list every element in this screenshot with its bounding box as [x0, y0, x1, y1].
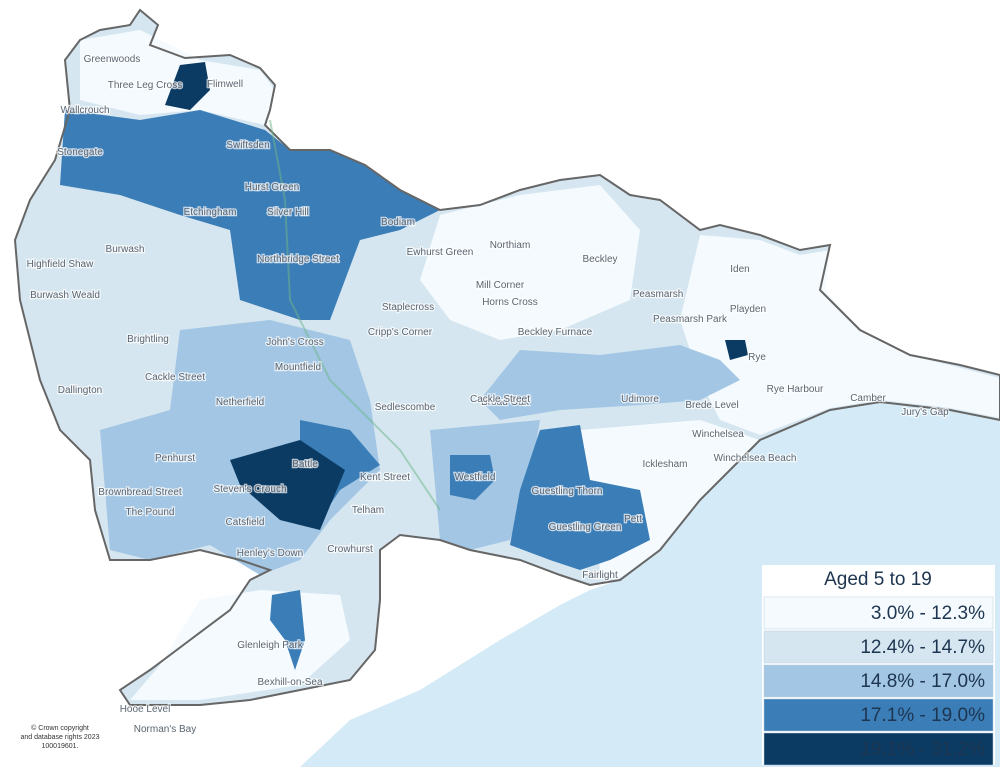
- area-top: [725, 340, 748, 360]
- copyright-line: and database rights 2023: [20, 734, 99, 741]
- place-label: Sedlescombe: [375, 402, 436, 413]
- place-label: Three Leg Cross: [108, 80, 182, 91]
- place-labels: Greenwoods Three Leg Cross Flimwell Wallcro…: [25, 53, 950, 737]
- legend-label: 19.1% - 31.2%: [860, 739, 985, 760]
- place-label: Crowhurst: [327, 544, 373, 555]
- place-label: Silver Hill: [267, 207, 309, 218]
- place-label: Fairlight: [582, 570, 618, 581]
- place-label: Dallington: [58, 385, 102, 396]
- legend-swatch: [763, 664, 994, 698]
- place-label: Rye Harbour: [767, 384, 824, 395]
- place-label: Beckley: [582, 254, 617, 265]
- legend: Aged 5 to 19 3.0% - 12.3% 12.4% - 14.7% 14…: [762, 565, 995, 766]
- area-high: [270, 590, 305, 670]
- copyright: © Crown copyright and database rights 20…: [20, 724, 99, 750]
- place-label: Norman's Bay: [134, 724, 197, 735]
- place-label: Wallcrouch: [60, 105, 109, 116]
- place-label: Battle: [292, 459, 318, 470]
- place-label: Burwash Weald: [30, 290, 100, 301]
- place-label: Icklesham: [642, 459, 687, 470]
- place-label: Steven's Crouch: [213, 484, 286, 495]
- place-label: Brownbread Street: [98, 487, 182, 498]
- legend-label: 12.4% - 14.7%: [860, 637, 985, 658]
- place-label: Winchelsea Beach: [714, 453, 797, 464]
- area-low: [680, 235, 1000, 435]
- place-label: Glenleigh Park: [237, 640, 304, 651]
- place-label: Mountfield: [275, 362, 321, 373]
- area-low: [420, 185, 640, 340]
- copyright-line: © Crown copyright: [31, 724, 89, 732]
- place-label: Rye: [748, 352, 766, 363]
- place-label: Staplecross: [382, 302, 434, 313]
- place-label: John's Cross: [266, 337, 324, 348]
- legend-swatch: [763, 596, 994, 630]
- legend-title: Aged 5 to 19: [824, 569, 932, 590]
- place-label: Cackle Street: [470, 394, 530, 405]
- place-label: Peasmarsh Park: [653, 314, 728, 325]
- place-label: Winchelsea: [692, 429, 744, 440]
- place-label: Greenwoods: [84, 54, 141, 65]
- place-label: Swiftsden: [226, 140, 269, 151]
- district-outline: [13, 8, 1000, 706]
- place-label: Guestling Green: [549, 522, 622, 533]
- place-label: Mill Corner: [476, 280, 525, 291]
- area-high: [60, 110, 440, 320]
- place-label: Cripp's Corner: [368, 327, 433, 338]
- place-label: Pett: [624, 514, 642, 525]
- place-label: Cackle Street: [145, 372, 205, 383]
- place-label: Stonegate: [57, 147, 103, 158]
- place-label: Catsfield: [226, 517, 265, 528]
- copyright-line: 100019601.: [42, 743, 79, 750]
- place-label: Burwash: [106, 244, 145, 255]
- place-label: Highfield Shaw: [27, 259, 94, 270]
- place-label: Peasmarsh: [633, 289, 684, 300]
- legend-swatch: [763, 732, 994, 766]
- area-high: [450, 455, 495, 500]
- place-label: Telham: [352, 505, 384, 516]
- place-label: Brede Level: [685, 400, 738, 411]
- road: [269, 119, 441, 511]
- place-label: Playden: [730, 304, 766, 315]
- place-label: Broad Oak: [481, 397, 530, 408]
- place-label: Horns Cross: [482, 297, 538, 308]
- place-label: The Pound: [126, 507, 175, 518]
- legend-swatch: [763, 698, 994, 732]
- place-label: Ewhurst Green: [407, 247, 474, 258]
- place-label: Jury's Gap: [901, 407, 949, 418]
- area-top: [230, 440, 345, 530]
- place-label: Bexhill-on-Sea: [257, 677, 322, 688]
- place-label: Camber: [850, 393, 886, 404]
- place-label: Udimore: [621, 394, 659, 405]
- place-label: Kent Street: [360, 472, 410, 483]
- place-label: Northiam: [490, 240, 531, 251]
- place-label: Flimwell: [207, 79, 243, 90]
- place-label: Henley's Down: [237, 548, 303, 559]
- place-label: Hooe Level: [120, 704, 171, 715]
- place-label: Penhurst: [155, 453, 195, 464]
- legend-swatch: [763, 630, 994, 664]
- place-label: Netherfield: [216, 397, 264, 408]
- place-label: Guestling Thorn: [532, 486, 603, 497]
- area-mid: [480, 345, 740, 420]
- place-label: Beckley Furnace: [518, 327, 593, 338]
- place-label: Westfield: [455, 472, 496, 483]
- place-label: Bodiam: [381, 217, 415, 228]
- place-label: Iden: [730, 264, 749, 275]
- area-high: [510, 425, 650, 570]
- area-top: [165, 62, 210, 110]
- place-label: Hurst Green: [245, 182, 299, 193]
- legend-label: 14.8% - 17.0%: [860, 671, 985, 692]
- place-label: Brightling: [127, 334, 169, 345]
- place-label: Etchingham: [184, 207, 237, 218]
- place-label: Northbridge Street: [257, 254, 339, 265]
- legend-label: 17.1% - 19.0%: [860, 705, 985, 726]
- legend-label: 3.0% - 12.3%: [871, 603, 985, 624]
